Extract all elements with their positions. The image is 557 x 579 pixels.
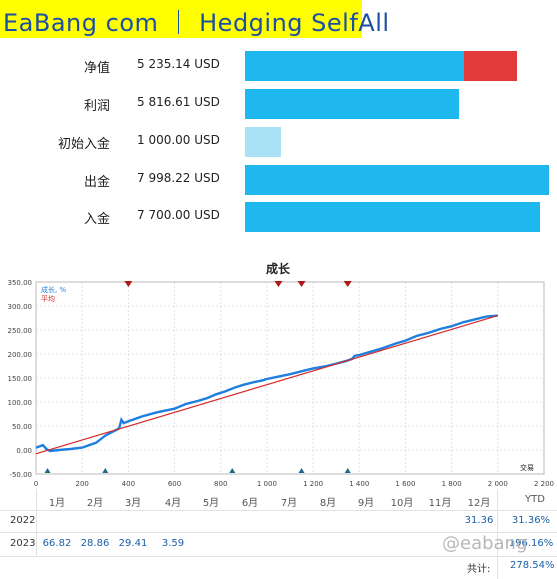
y-tick-label: 50.00 xyxy=(12,423,32,431)
table-divider xyxy=(0,532,557,533)
title-banner: EaBang com ｜ Hedging SelfAll xyxy=(0,0,389,38)
stat-label: 利润 xyxy=(83,99,110,114)
y-tick-label: 250.00 xyxy=(8,327,33,335)
stat-bar xyxy=(245,89,459,119)
stat-label: 初始入金 xyxy=(57,137,110,152)
month-value: 3.59 xyxy=(161,538,185,549)
stat-bar xyxy=(245,127,281,157)
series-line xyxy=(35,315,498,455)
stat-value: 5 235.14 USD xyxy=(137,57,220,71)
x-tick-label: 2 200 xyxy=(534,480,554,488)
stat-row: 净值 5 235.14 USD xyxy=(0,51,557,81)
event-marker xyxy=(229,468,236,473)
y-tick-label: 200.00 xyxy=(8,351,33,359)
legend-item: 成长, % xyxy=(41,285,66,294)
x-tick-label: 1 200 xyxy=(303,480,323,488)
ytd-value: 196.16% xyxy=(508,538,554,549)
stat-label: 出金 xyxy=(83,175,110,190)
month-value: 66.82 xyxy=(42,538,72,549)
stat-bar xyxy=(245,165,549,195)
event-marker xyxy=(297,281,306,287)
event-marker xyxy=(298,468,305,473)
y-tick-label: 100.00 xyxy=(8,399,33,407)
x-tick-label: 200 xyxy=(75,480,88,488)
months-header: 1月 2月 3月 4月 5月 6月 7月 8月 9月 10月 11月 12月 YTD xyxy=(0,489,557,511)
month-header: 8月 xyxy=(319,498,337,509)
event-marker xyxy=(102,468,109,473)
year-label: 2022 xyxy=(10,515,36,526)
month-header: 6月 xyxy=(241,498,259,509)
y-tick-label: 0.00 xyxy=(16,447,32,455)
month-value: 28.86 xyxy=(80,538,110,549)
event-marker xyxy=(44,468,51,473)
page-title: EaBang com ｜ Hedging SelfAll xyxy=(3,9,390,37)
month-header: 1月 xyxy=(48,498,66,509)
month-value: 31.36 xyxy=(464,515,494,526)
watermark: @eabang xyxy=(442,533,528,554)
month-value: 29.41 xyxy=(118,538,148,549)
month-header: 10月 xyxy=(390,498,414,509)
series-line xyxy=(35,314,498,453)
stat-value: 7 700.00 USD xyxy=(137,208,220,222)
stat-value: 1 000.00 USD xyxy=(137,133,220,147)
stat-label: 入金 xyxy=(83,212,110,227)
legend-item: 平均 xyxy=(41,294,55,303)
x-tick-label: 0 xyxy=(34,480,38,488)
table-row: 2023 66.82 28.86 29.41 3.59 196.16% xyxy=(0,533,557,555)
month-header: 12月 xyxy=(467,498,491,509)
x-axis-label: 交易 xyxy=(520,463,534,472)
y-tick-label: 150.00 xyxy=(8,375,33,383)
stat-bar xyxy=(245,51,464,81)
x-tick-label: 400 xyxy=(122,480,135,488)
ytd-value: 31.36% xyxy=(511,515,551,526)
event-marker xyxy=(343,281,352,287)
month-header: 9月 xyxy=(357,498,375,509)
table-row: 2022 31.36 31.36% xyxy=(0,510,557,532)
month-header: 7月 xyxy=(280,498,298,509)
event-marker xyxy=(344,468,351,473)
event-marker xyxy=(124,281,133,287)
x-tick-label: 600 xyxy=(168,480,181,488)
stat-value: 5 816.61 USD xyxy=(137,95,220,109)
x-tick-label: 1 800 xyxy=(442,480,462,488)
y-tick-label: 300.00 xyxy=(8,303,33,311)
x-tick-label: 1 000 xyxy=(257,480,277,488)
month-header: 2月 xyxy=(86,498,104,509)
table-divider xyxy=(0,556,557,557)
x-tick-label: 1 400 xyxy=(349,480,369,488)
y-tick-label: -50.00 xyxy=(9,471,32,479)
table-divider xyxy=(0,510,557,511)
month-header: 5月 xyxy=(202,498,220,509)
stat-row: 利润 5 816.61 USD xyxy=(0,89,557,119)
event-marker xyxy=(274,281,283,287)
x-tick-label: 1 600 xyxy=(395,480,415,488)
growth-chart: 成长 -50.00 0.00 50.00 100.00 150.00 200.00 250.0… xyxy=(8,261,555,488)
month-header: 3月 xyxy=(124,498,142,509)
plot-frame xyxy=(35,281,545,475)
ytd-header: YTD xyxy=(525,494,545,505)
month-header: 11月 xyxy=(428,498,452,509)
stat-bar-drawdown xyxy=(464,51,517,81)
table-divider xyxy=(497,489,498,579)
total-label: 共计: xyxy=(467,564,491,575)
chart-title: 成长 xyxy=(266,261,291,276)
table-divider xyxy=(36,489,37,556)
stat-value: 7 998.22 USD xyxy=(137,171,220,185)
total-value: 278.54% xyxy=(510,560,555,571)
y-tick-label: 350.00 xyxy=(8,279,33,287)
stat-label: 净值 xyxy=(83,61,110,76)
year-label: 2023 xyxy=(10,538,36,549)
stat-row: 出金 7 998.22 USD xyxy=(0,165,557,195)
stat-row: 入金 7 700.00 USD xyxy=(0,202,557,232)
stat-bar xyxy=(245,202,540,232)
x-tick-label: 2 000 xyxy=(488,480,508,488)
stat-row: 初始入金 1 000.00 USD xyxy=(0,127,557,157)
month-header: 4月 xyxy=(164,498,182,509)
x-tick-label: 800 xyxy=(214,480,227,488)
